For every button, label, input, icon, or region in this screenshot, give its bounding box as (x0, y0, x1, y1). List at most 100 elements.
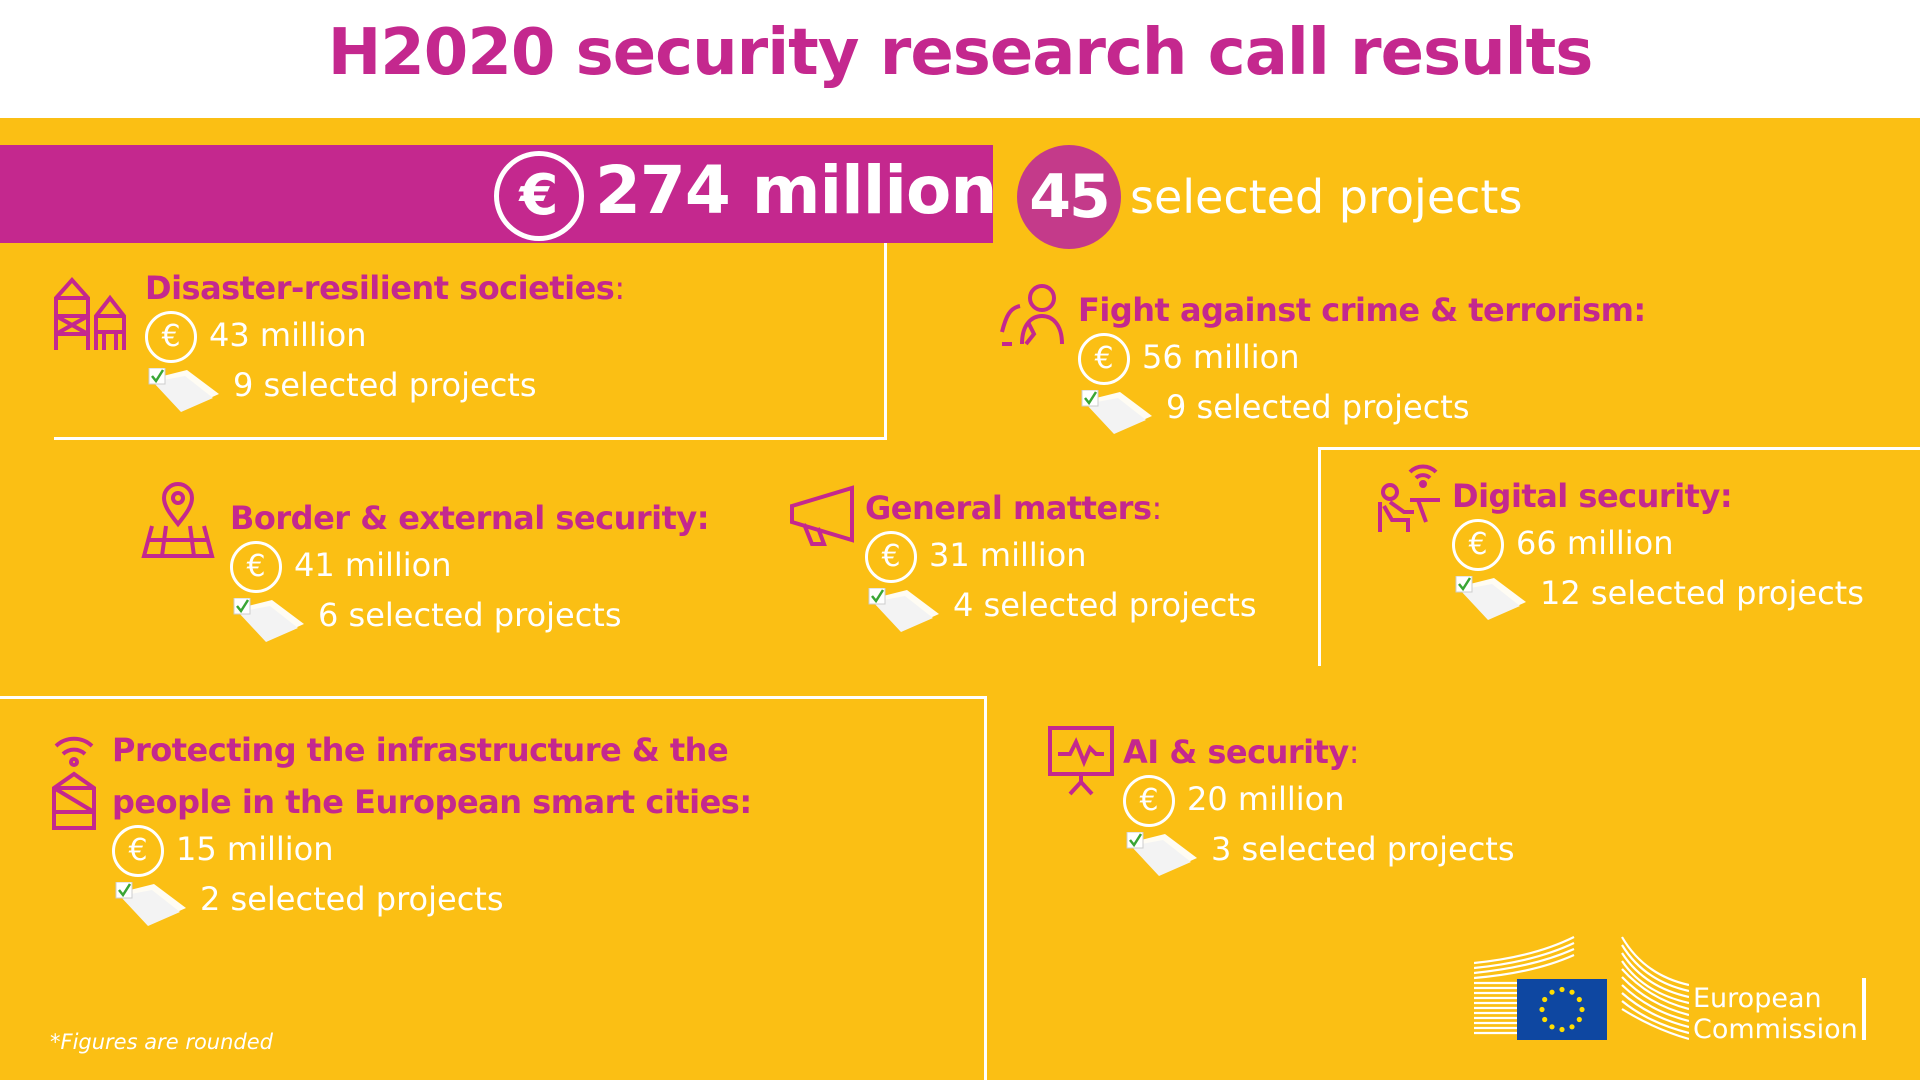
category-title-text: AI & security (1123, 733, 1349, 771)
divider (1318, 447, 1920, 450)
category-title-text: Border & external security: (230, 499, 710, 537)
category-crime: Fight against crime & terrorism: €56 mill… (1078, 284, 1646, 436)
logo-divider (1862, 978, 1866, 1040)
category-title-text: Protecting the infrastructure & the (112, 731, 729, 769)
eu-star (1579, 1006, 1585, 1013)
euro-icon: € (1078, 333, 1130, 385)
budget-row: €15 million (112, 825, 752, 878)
document-check-icon (1080, 389, 1154, 438)
eu-star (1542, 1016, 1548, 1023)
budget-row: €20 million (1123, 775, 1359, 828)
logo-text: European Commission (1693, 983, 1858, 1045)
project-count-label: selected projects (1130, 170, 1523, 224)
eu-star (1559, 986, 1565, 993)
eu-star (1576, 1016, 1582, 1023)
euro-icon: € (865, 531, 917, 583)
budget-row: €66 million (1452, 519, 1732, 572)
divider (1318, 447, 1321, 666)
divider (984, 696, 987, 1080)
project-count-badge: 45 (1017, 145, 1121, 249)
budget-row: €56 million (1078, 333, 1646, 386)
category-amount: 56 million (1142, 338, 1300, 376)
document-check-icon (114, 881, 188, 930)
eu-star (1542, 996, 1548, 1003)
header: H2020 security research call results (0, 0, 1920, 118)
map-pin-icon (140, 480, 216, 564)
eu-star (1539, 1006, 1545, 1013)
category-border: Border & external security: €41 million 6 … (230, 492, 710, 646)
category-projects: 12 selected projects (1540, 574, 1864, 612)
people-icon (998, 282, 1068, 356)
wifi-building-icon (50, 732, 98, 836)
logo-line-2: Commission (1693, 1014, 1858, 1045)
category-title-text: Digital security: (1452, 477, 1733, 515)
divider (54, 437, 887, 440)
category-title: AI & security: (1123, 726, 1360, 778)
category-amount: 66 million (1516, 524, 1674, 562)
document-check-icon (867, 587, 941, 636)
category-title: Protecting the infrastructure & the (112, 724, 752, 776)
projects-row: 3 selected projects (1123, 828, 1515, 880)
budget-row: €31 million (865, 531, 1162, 584)
eu-star (1576, 996, 1582, 1003)
category-projects: 9 selected projects (233, 366, 537, 404)
megaphone-icon (788, 484, 858, 552)
category-projects: 2 selected projects (200, 880, 504, 918)
category-title-line-2: people in the European smart cities: (112, 783, 752, 821)
buildings-icon (52, 276, 132, 356)
document-check-icon (147, 367, 221, 416)
document-check-icon (232, 597, 306, 646)
category-title: Border & external security: (230, 492, 710, 544)
category-amount: 41 million (294, 546, 452, 584)
document-check-icon (1125, 831, 1199, 880)
category-general: General matters: €31 million 4 selected pr… (865, 482, 1257, 636)
category-projects: 3 selected projects (1211, 830, 1515, 868)
category-disaster: Disaster-resilient societies: €43 million… (145, 262, 625, 414)
category-amount: 43 million (209, 316, 367, 354)
category-amount: 15 million (176, 830, 334, 868)
category-title-text: General matters (865, 489, 1152, 527)
category-title: General matters: (865, 482, 1162, 534)
category-projects: 6 selected projects (318, 596, 622, 634)
eu-star (1549, 989, 1555, 995)
euro-icon: € (1123, 775, 1175, 827)
category-title-text: Fight against crime & terrorism: (1078, 291, 1646, 329)
category-title-colon: : (1151, 489, 1163, 527)
eu-star (1569, 1024, 1575, 1030)
category-amount: 20 million (1187, 780, 1345, 818)
eu-star (1549, 1024, 1555, 1030)
document-check-icon (1454, 575, 1528, 624)
projects-row: 9 selected projects (1078, 386, 1646, 436)
total-amount: 274 million (595, 152, 997, 229)
euro-icon: € (1452, 519, 1504, 571)
category-title-text: Disaster-resilient societies (145, 269, 615, 307)
european-commission-logo (1474, 936, 1689, 1041)
category-projects: 9 selected projects (1166, 388, 1470, 426)
projects-row: 12 selected projects (1452, 572, 1864, 624)
footnote: *Figures are rounded (50, 1030, 274, 1054)
person-computer-wifi-icon (1374, 462, 1444, 538)
projects-row: 4 selected projects (865, 584, 1257, 636)
category-title: Digital security: (1452, 470, 1733, 522)
category-ai: AI & security: €20 million 3 selected proj… (1123, 726, 1515, 880)
logo-line-1: European (1693, 983, 1822, 1014)
eu-star (1559, 1026, 1565, 1033)
category-title: Disaster-resilient societies: (145, 262, 625, 314)
monitor-chart-icon (1046, 724, 1116, 800)
page-title: H2020 security research call results (327, 16, 1594, 90)
projects-row: 9 selected projects (145, 364, 625, 414)
category-title: Fight against crime & terrorism: (1078, 284, 1646, 336)
category-amount: 31 million (929, 536, 1087, 574)
divider (0, 696, 987, 699)
euro-icon: € (230, 541, 282, 593)
eu-star (1569, 989, 1575, 995)
category-projects: 4 selected projects (953, 586, 1257, 624)
euro-icon: € (145, 311, 197, 363)
category-title-colon: : (1348, 733, 1360, 771)
euro-icon: € (494, 151, 584, 241)
divider (884, 243, 887, 440)
category-smartcities: Protecting the infrastructure & the peopl… (112, 724, 752, 928)
budget-row: €41 million (230, 541, 709, 594)
budget-row: €43 million (145, 311, 625, 364)
projects-row: 2 selected projects (112, 878, 752, 928)
